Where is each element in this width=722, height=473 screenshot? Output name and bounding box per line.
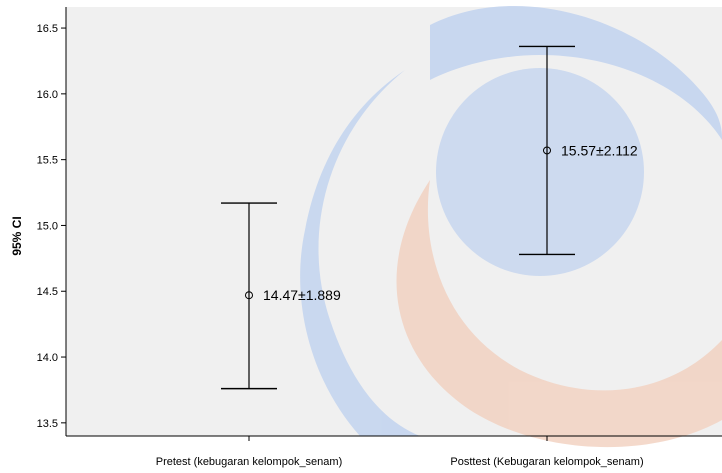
- watermark-logo: [300, 5, 722, 448]
- y-tick-label: 13.5: [37, 418, 58, 430]
- mean-marker: [543, 146, 551, 155]
- error-bar-group: 14.47±1.889: [221, 202, 341, 390]
- mean-data-label: 15.57±2.112: [561, 142, 638, 158]
- y-tick-label: 16.5: [37, 23, 58, 35]
- error-bars: 14.47±1.889 15.57±2.112: [221, 45, 638, 390]
- y-tick-label: 16.0: [37, 89, 58, 101]
- y-axis-label: 95% CI: [10, 216, 24, 255]
- x-tick-label: Posttest (Kebugaran kelompok_senam): [450, 456, 643, 468]
- y-tick-label: 14.0: [37, 352, 58, 364]
- x-axis-ticks: Pretest (kebugaran kelompok_senam) Postte…: [156, 436, 644, 468]
- y-tick-label: 15.5: [37, 155, 58, 167]
- x-tick-label: Pretest (kebugaran kelompok_senam): [156, 456, 342, 468]
- mean-data-label: 14.47±1.889: [263, 287, 341, 303]
- mean-marker: [245, 291, 253, 300]
- y-tick-label: 14.5: [37, 286, 58, 298]
- y-tick-label: 15.0: [37, 220, 58, 232]
- error-bar-group: 15.57±2.112: [519, 45, 638, 256]
- y-axis-ticks: 13.5 14.0 14.5 15.0 15.5 16.0 16.5: [37, 23, 66, 430]
